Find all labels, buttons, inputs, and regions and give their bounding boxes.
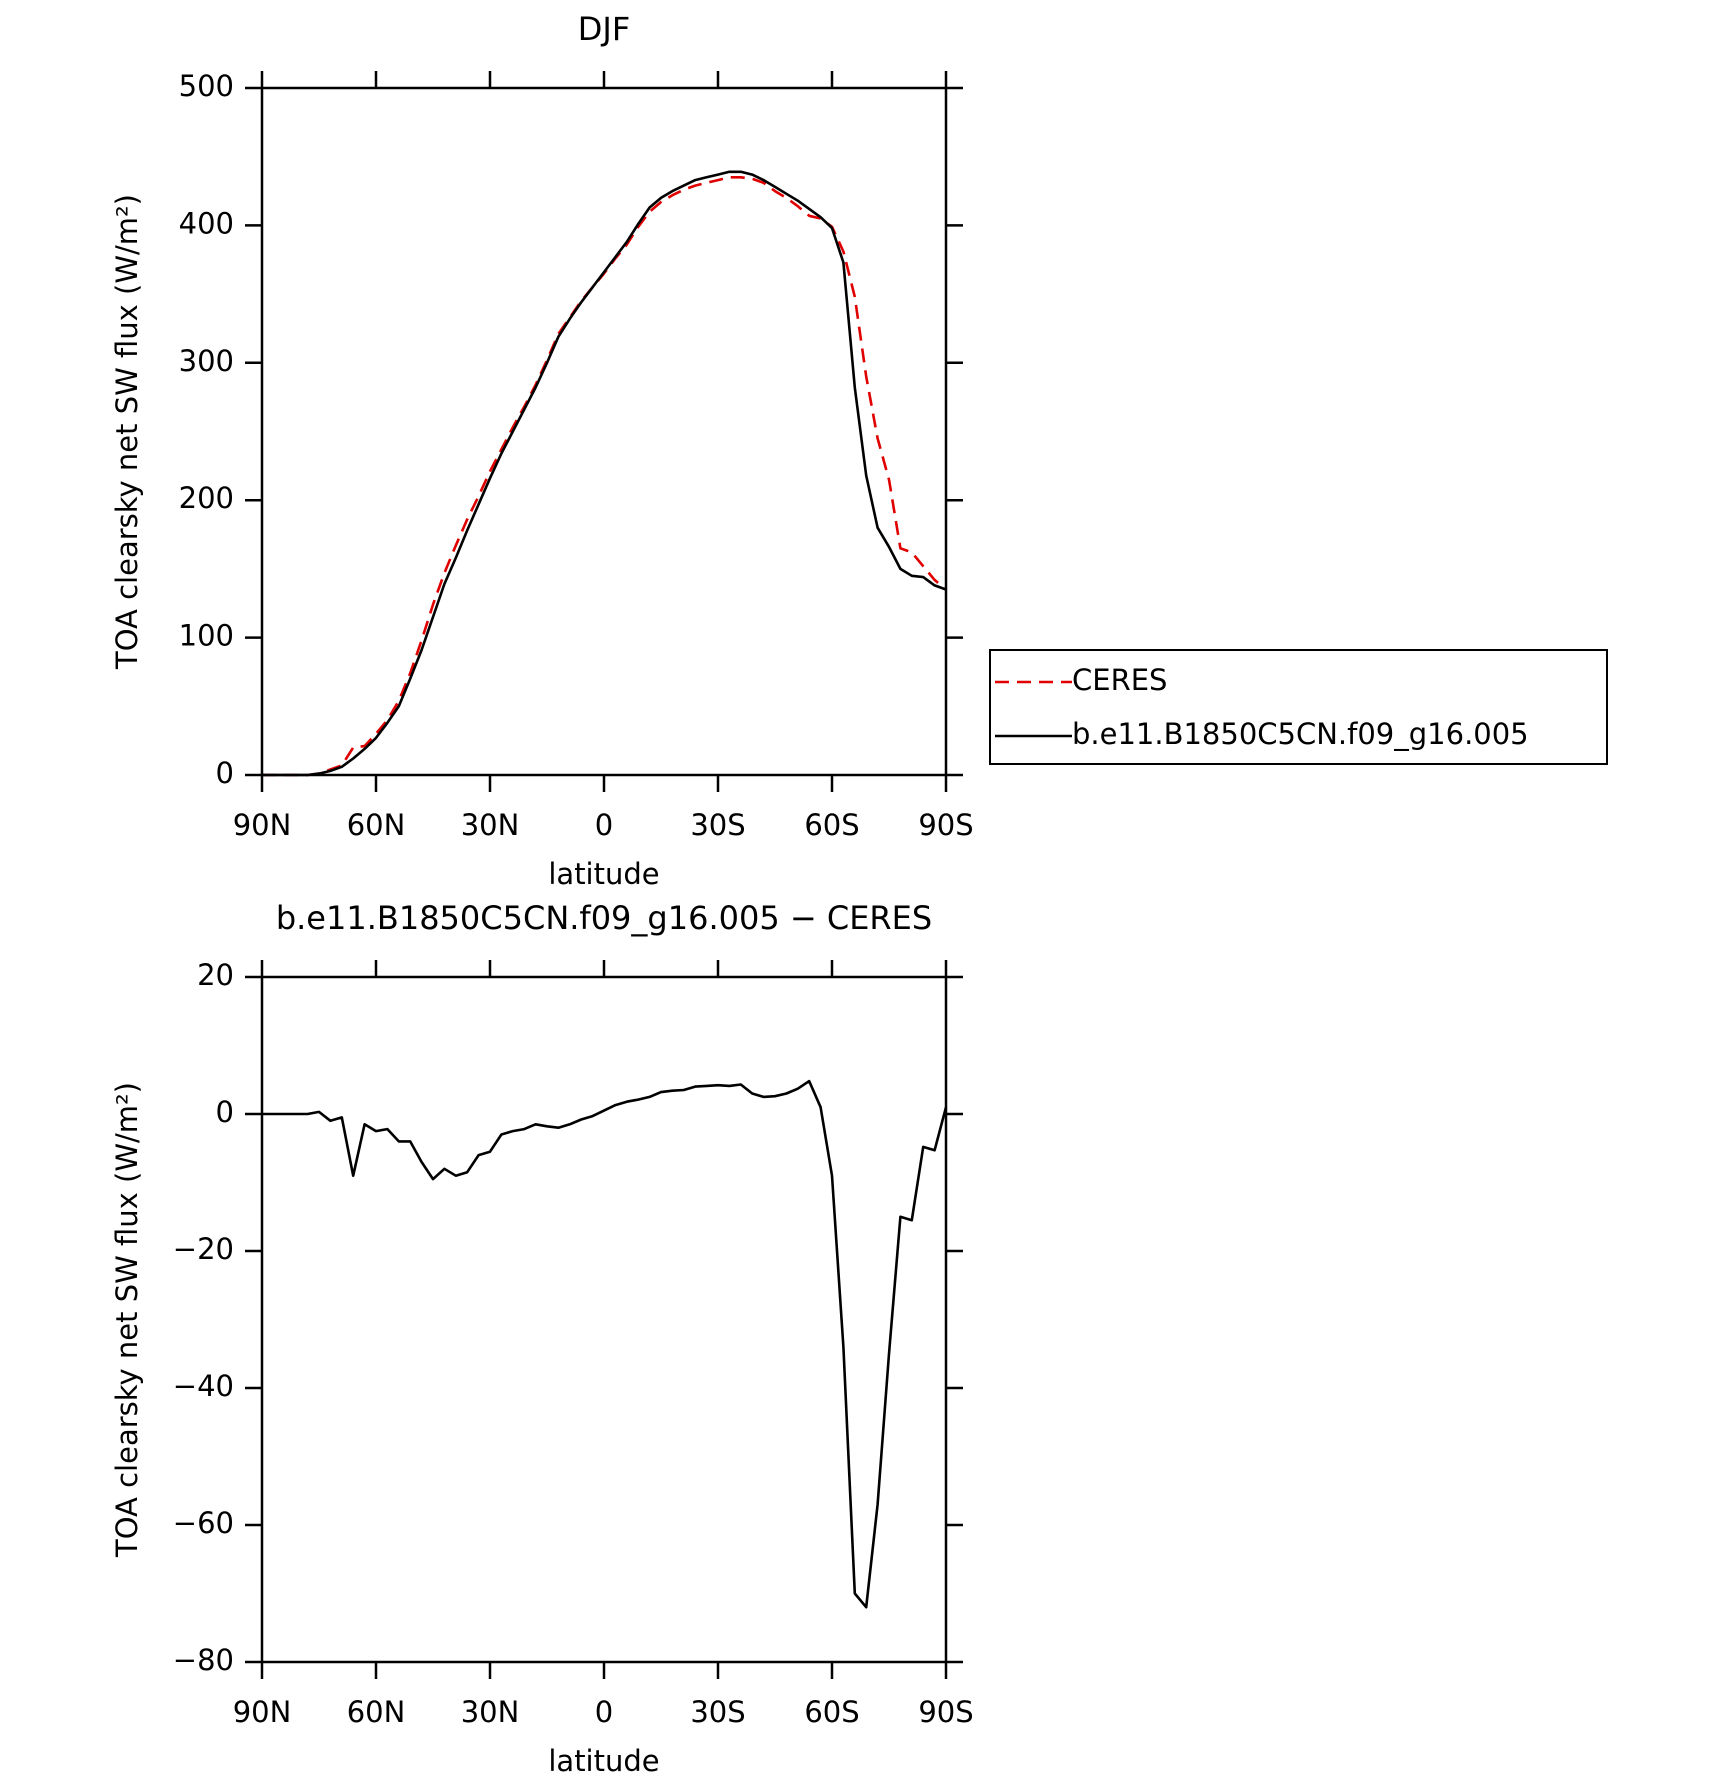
y-tick-label: −40	[173, 1369, 234, 1403]
y-tick-label: 400	[179, 206, 234, 240]
legend-label: CERES	[1072, 663, 1167, 697]
y-tick-label: 200	[179, 481, 234, 515]
x-tick-label: 30S	[690, 808, 745, 842]
x-tick-label: 60N	[347, 808, 406, 842]
x-tick-label: 60S	[804, 808, 859, 842]
x-tick-label: 90S	[918, 808, 973, 842]
legend-label: b.e11.B1850C5CN.f09_g16.005	[1072, 717, 1529, 751]
data-line	[262, 1079, 948, 1609]
y-tick-label: 300	[179, 344, 234, 378]
y-axis-label: TOA clearsky net SW flux (W/m²)	[110, 1082, 144, 1558]
y-axis-label: TOA clearsky net SW flux (W/m²)	[110, 194, 144, 670]
x-tick-label: 0	[595, 1695, 613, 1729]
y-tick-label: 20	[197, 958, 234, 992]
x-tick-label: 30N	[461, 1695, 520, 1729]
x-tick-label: 30S	[690, 1695, 745, 1729]
x-tick-label: 60S	[804, 1695, 859, 1729]
x-tick-label: 90S	[918, 1695, 973, 1729]
y-tick-label: 100	[179, 619, 234, 653]
plot-frame	[260, 975, 948, 1664]
x-axis-label: latitude	[548, 1744, 659, 1778]
legend-box	[989, 649, 1608, 765]
y-tick-label: −80	[173, 1643, 234, 1677]
y-tick-label: 0	[216, 756, 234, 790]
y-tick-label: −60	[173, 1506, 234, 1540]
plot-frame	[260, 86, 948, 777]
y-tick-label: 0	[216, 1095, 234, 1129]
x-tick-label: 60N	[347, 1695, 406, 1729]
chart-title: b.e11.B1850C5CN.f09_g16.005 − CERES	[276, 899, 932, 937]
x-axis-label: latitude	[548, 857, 659, 891]
x-tick-label: 90N	[233, 1695, 292, 1729]
y-tick-label: 500	[179, 69, 234, 103]
x-tick-label: 0	[595, 808, 613, 842]
x-tick-label: 30N	[461, 808, 520, 842]
x-tick-label: 90N	[233, 808, 292, 842]
data-line	[262, 170, 947, 777]
y-tick-label: −20	[173, 1232, 234, 1266]
chart-title: DJF	[578, 10, 630, 48]
